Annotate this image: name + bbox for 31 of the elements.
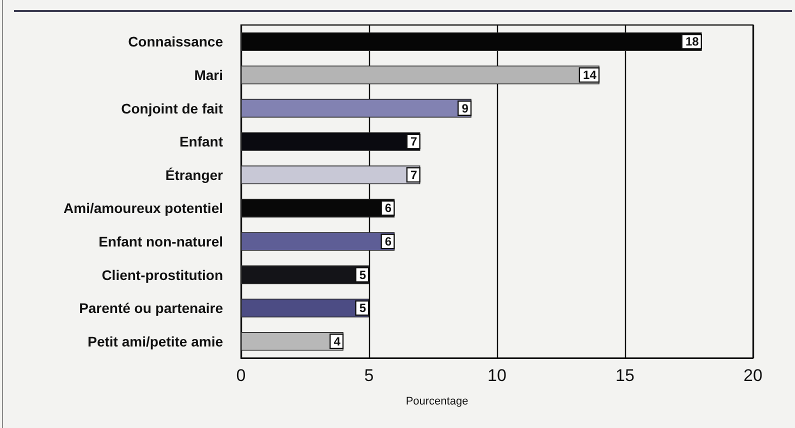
bar: [241, 166, 420, 184]
y-tick-label: Étranger: [165, 166, 224, 183]
y-tick-label: Enfant non-naturel: [98, 233, 223, 250]
data-label: 14: [583, 68, 597, 82]
x-tick-label: 15: [616, 366, 634, 385]
y-tick-label: Enfant: [179, 134, 224, 150]
x-tick-label: 5: [364, 366, 374, 385]
data-label: 5: [359, 268, 366, 282]
y-tick-label: Parenté ou partenaire: [79, 300, 224, 316]
x-tick-label: 10: [488, 366, 506, 385]
data-label: 7: [410, 168, 418, 182]
y-tick-label: Client-prostitution: [102, 266, 223, 283]
data-label: 7: [410, 134, 418, 149]
bar: [241, 98, 472, 118]
data-label: 6: [384, 201, 392, 216]
bar: [241, 66, 600, 84]
y-tick-label: Petit ami/petite amie: [88, 333, 224, 350]
y-tick-label: Conjoint de fait: [121, 100, 224, 116]
x-tick-label: 20: [744, 366, 762, 385]
x-axis-title: Pourcentage: [406, 396, 468, 408]
y-tick-label: Ami/amoureux potentiel: [64, 200, 223, 216]
data-label: 6: [384, 234, 392, 248]
data-label: 18: [685, 34, 700, 49]
x-tick-label: 0: [236, 366, 246, 385]
data-label: 5: [359, 301, 366, 316]
bar: [241, 298, 369, 318]
bar: [241, 232, 395, 251]
y-tick-label: Connaissance: [128, 34, 224, 50]
data-label: 4: [334, 334, 341, 348]
data-label: 9: [462, 101, 469, 116]
y-tick-label: Mari: [194, 66, 223, 83]
